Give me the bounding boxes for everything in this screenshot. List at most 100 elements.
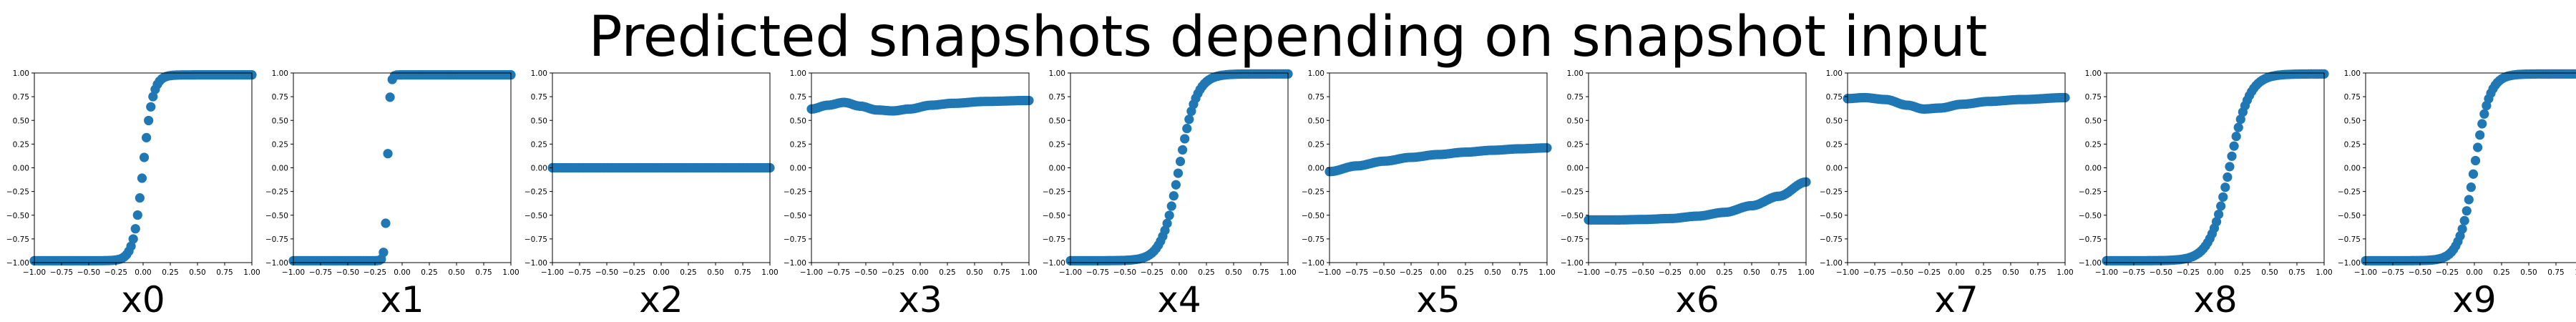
x-tick-label: −0.50 — [1372, 268, 1395, 277]
data-point — [148, 92, 158, 102]
y-tick-label: 0.00 — [1567, 165, 1584, 173]
data-point — [2223, 172, 2233, 182]
data-points — [29, 70, 257, 265]
y-tick-label: −0.50 — [1820, 212, 1843, 220]
data-point — [2464, 195, 2474, 205]
data-points — [1065, 69, 1293, 265]
subplot-x9: −1.00 −0.75 −0.50 −0.25 0.00 0.25 0.50 0.75 1.00… — [2338, 69, 2576, 321]
x-tick-label: −0.75 — [1863, 268, 1886, 277]
data-point — [1178, 145, 1188, 155]
x-tick-label: −1.00 — [800, 268, 823, 277]
x-tick-label: 0.25 — [680, 268, 696, 277]
y-tick-label: 0.25 — [1826, 140, 1843, 149]
y-tick-label: −1.00 — [1043, 259, 1065, 268]
x-axis-label: x6 — [1675, 279, 1719, 321]
x-axis-label: x9 — [2452, 279, 2496, 321]
y-tick-label: 0.50 — [1567, 117, 1584, 125]
y-tick-label: 0.25 — [2085, 140, 2102, 149]
x-tick-label: −1.00 — [1836, 268, 1859, 277]
y-tick-label: 1.00 — [1049, 69, 1065, 78]
data-point — [2470, 155, 2481, 166]
data-point — [128, 234, 138, 244]
data-point — [2227, 151, 2237, 161]
data-point — [1169, 191, 1179, 201]
figure-title: Predicted snapshots depending on snapsho… — [588, 5, 1988, 69]
x-tick-label: 0.25 — [939, 268, 955, 277]
subplot-x3: −1.00 −0.75 −0.50 −0.25 0.00 0.25 0.50 0.75 1.00… — [784, 69, 1038, 321]
subplot-x1: −1.00 −0.75 −0.50 −0.25 0.00 0.25 0.50 0.75 1.00… — [265, 69, 519, 321]
data-points — [1324, 143, 1552, 177]
y-tick-label: −0.75 — [1043, 235, 1065, 244]
y-tick-label: 1.00 — [272, 69, 288, 78]
data-point — [2466, 182, 2476, 192]
data-point — [379, 248, 389, 258]
data-point — [2477, 119, 2487, 129]
x-tick-label: −0.75 — [50, 268, 73, 277]
data-point — [1175, 157, 1186, 167]
x-tick-label: 0.50 — [2261, 268, 2278, 277]
data-points — [2102, 69, 2329, 265]
x-tick-label: −0.25 — [1141, 268, 1163, 277]
x-tick-label: −0.75 — [1604, 268, 1627, 277]
y-tick-label: 0.50 — [790, 117, 806, 125]
x-axis-label: x7 — [1934, 279, 1978, 321]
y-tick-label: 0.75 — [1567, 93, 1584, 102]
x-tick-label: −1.00 — [2095, 268, 2118, 277]
y-tick-label: 0.00 — [1049, 165, 1065, 173]
y-tick-label: 0.75 — [2085, 93, 2102, 102]
y-tick-label: 1.00 — [790, 69, 806, 78]
x-tick-label: 0.50 — [2520, 268, 2537, 277]
x-tick-label: 0.75 — [734, 268, 751, 277]
x-tick-label: 1.00 — [1020, 268, 1037, 277]
x-tick-label: −1.00 — [1318, 268, 1341, 277]
x-axis-label: x3 — [898, 279, 942, 321]
x-tick-label: −0.25 — [2177, 268, 2200, 277]
y-tick-label: −1.00 — [6, 259, 29, 268]
data-point — [144, 115, 154, 126]
y-tick-label: 1.00 — [1567, 69, 1584, 78]
plot-frame — [2365, 72, 2576, 263]
x-tick-label: −0.50 — [595, 268, 618, 277]
x-tick-label: −0.50 — [1113, 268, 1136, 277]
x-tick-label: −0.75 — [1086, 268, 1109, 277]
data-point — [1166, 201, 1176, 211]
x-tick-label: −0.50 — [336, 268, 359, 277]
y-tick-label: −0.25 — [1043, 188, 1065, 197]
x-tick-label: 0.75 — [1511, 268, 1528, 277]
y-tick-label: 0.25 — [13, 140, 29, 149]
x-tick-label: −0.25 — [882, 268, 904, 277]
plot-frame — [1588, 72, 1807, 263]
x-tick-label: 0.75 — [1252, 268, 1269, 277]
x-tick-label: −0.75 — [2122, 268, 2145, 277]
data-point — [2574, 69, 2576, 78]
x-tick-label: 0.50 — [707, 268, 723, 277]
x-tick-label: 0.50 — [189, 268, 205, 277]
y-tick-label: 0.50 — [272, 117, 288, 125]
x-tick-label: 1.00 — [2575, 268, 2576, 277]
data-points — [2361, 69, 2576, 265]
x-tick-label: −0.50 — [1890, 268, 1913, 277]
y-tick-label: −0.25 — [525, 188, 547, 197]
data-point — [2225, 162, 2235, 172]
data-point — [1184, 114, 1194, 125]
y-tick-label: −1.00 — [784, 259, 806, 268]
plot-frame — [293, 72, 512, 263]
y-tick-label: 0.50 — [531, 117, 547, 125]
x-tick-label: 0.75 — [2029, 268, 2046, 277]
y-tick-label: 0.75 — [1826, 93, 1843, 102]
data-point — [132, 210, 142, 220]
y-tick-label: 0.00 — [2085, 165, 2102, 173]
y-tick-label: 0.50 — [2085, 117, 2102, 125]
x-tick-label: 0.50 — [2002, 268, 2019, 277]
x-tick-label: −0.25 — [623, 268, 645, 277]
y-tick-label: −0.25 — [6, 188, 29, 197]
x-tick-label: 0.75 — [2547, 268, 2564, 277]
x-axis-label: x4 — [1157, 279, 1201, 321]
data-point — [1171, 180, 1181, 190]
y-tick-label: −1.00 — [1302, 259, 1324, 268]
y-tick-label: 0.25 — [790, 140, 806, 149]
y-tick-label: −0.75 — [2338, 235, 2361, 244]
y-tick-label: −0.50 — [2079, 212, 2102, 220]
x-tick-label: 0.75 — [216, 268, 233, 277]
y-tick-label: 0.75 — [1049, 93, 1065, 102]
